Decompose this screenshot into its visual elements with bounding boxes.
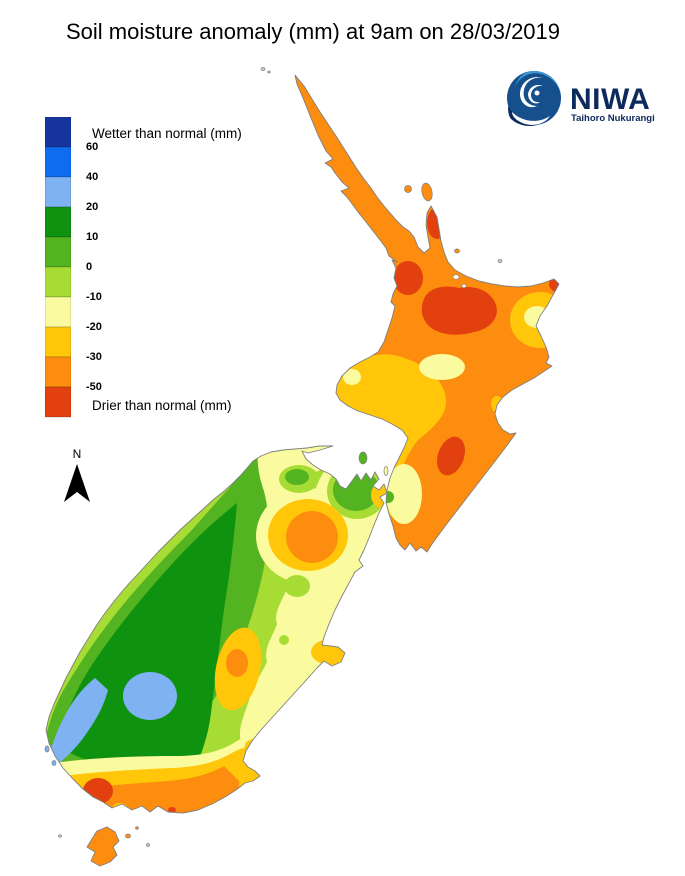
legend-wetter-label: Wetter than normal (mm) xyxy=(92,126,242,141)
legend-swatch-minus10-0 xyxy=(45,266,71,298)
legend-swatch-minus20-minus10 xyxy=(45,296,71,328)
legend-tick-minus50: -50 xyxy=(86,381,102,393)
stewart-island-coastline xyxy=(86,826,120,867)
fiordland-islet-south xyxy=(51,760,57,766)
three-kings-islet xyxy=(267,70,271,74)
stewart-islet xyxy=(135,826,139,830)
zone-green-golden-bay xyxy=(285,469,309,485)
legend-tick-20: 20 xyxy=(86,201,99,213)
legend-swatch-40-60 xyxy=(45,146,71,178)
ruapuke-islet xyxy=(125,833,131,839)
legend-tick-60: 60 xyxy=(86,141,99,153)
zone-red-catlins-speck xyxy=(168,807,176,813)
zone-gold-napier-dot xyxy=(491,396,503,412)
page-title: Soil moisture anomaly (mm) at 9am on 28/… xyxy=(66,19,561,44)
legend-swatch-minus30-minus20 xyxy=(45,326,71,358)
legend-tick-40: 40 xyxy=(86,171,99,183)
zone-red-east-cape xyxy=(549,275,559,293)
white-island xyxy=(497,258,503,264)
kapiti-island xyxy=(383,466,389,476)
niwa-logo-name: NIWA xyxy=(570,83,650,116)
north-arrow-icon xyxy=(64,464,90,502)
legend-swatch-below-minus50 xyxy=(45,386,71,418)
legend-colorbar xyxy=(45,117,71,418)
legend-tick-minus30: -30 xyxy=(86,351,102,363)
zone-orange-southland-band xyxy=(46,766,240,813)
legend-tick-10: 10 xyxy=(86,231,99,243)
stewart-islet-east xyxy=(146,843,150,847)
legend-swatch-0-10 xyxy=(45,236,71,268)
south-island-coastline xyxy=(45,445,388,814)
niwa-globe-icon xyxy=(507,71,561,127)
zone-red-western-southland xyxy=(83,778,113,804)
north-arrow-label: N xyxy=(73,447,82,461)
zone-stewart-island-orange xyxy=(87,827,119,866)
three-kings-islands xyxy=(260,67,266,71)
solander-island xyxy=(58,834,62,838)
legend-tick-minus10: -10 xyxy=(86,291,102,303)
durville-island xyxy=(358,451,368,465)
great-barrier-island xyxy=(421,182,433,202)
niwa-logo: NIWA Taihoro Nukurangi xyxy=(507,71,655,127)
mayor-island xyxy=(454,248,460,254)
stewart-island-zones xyxy=(87,827,119,866)
zone-lightgreen-banks-dot xyxy=(279,635,289,645)
zone-red-wairarapa xyxy=(436,436,466,476)
zone-orange-marlborough-core xyxy=(286,511,338,563)
zone-paleyellow-central xyxy=(419,354,465,380)
legend-swatch-above-60 xyxy=(45,117,71,148)
north-arrow: N xyxy=(64,447,90,502)
legend-tick-0: 0 xyxy=(86,261,93,273)
north-island-coastline xyxy=(294,74,560,553)
legend-swatch-10-20 xyxy=(45,206,71,238)
legend-swatch-20-40 xyxy=(45,176,71,208)
legend-drier-label: Drier than normal (mm) xyxy=(92,398,232,413)
little-barrier-island xyxy=(404,185,412,193)
zone-gold-banks-peninsula xyxy=(311,639,351,665)
niwa-logo-tagline: Taihoro Nukurangi xyxy=(571,113,655,124)
zone-red-kaitaia-dot xyxy=(353,132,363,140)
lake-rotorua xyxy=(452,274,460,280)
offshore-islets xyxy=(44,67,503,847)
zone-gold-gisborne xyxy=(510,292,559,348)
zone-red-whangarei xyxy=(358,140,388,176)
zone-paleyellow-wellington xyxy=(386,464,422,524)
zone-red-coromandel xyxy=(427,207,447,239)
legend-swatch-minus50-minus30 xyxy=(45,356,71,388)
lake-small xyxy=(461,283,467,289)
zone-lightblue-otago-lakes xyxy=(123,672,177,720)
fiordland-islet xyxy=(44,745,50,753)
zone-darkgreen-alps xyxy=(63,503,237,771)
zone-lightblue-fiordland-coast xyxy=(50,678,108,764)
zone-paleyellow-taranaki-cape xyxy=(343,369,361,385)
legend-tick-minus20: -20 xyxy=(86,321,102,333)
zone-orange-mid-canterbury-core xyxy=(226,649,248,677)
zone-lightgreen-christchurch-blob xyxy=(284,575,310,597)
zone-red-hauraki xyxy=(393,261,423,295)
zone-red-central-plateau xyxy=(421,286,497,335)
